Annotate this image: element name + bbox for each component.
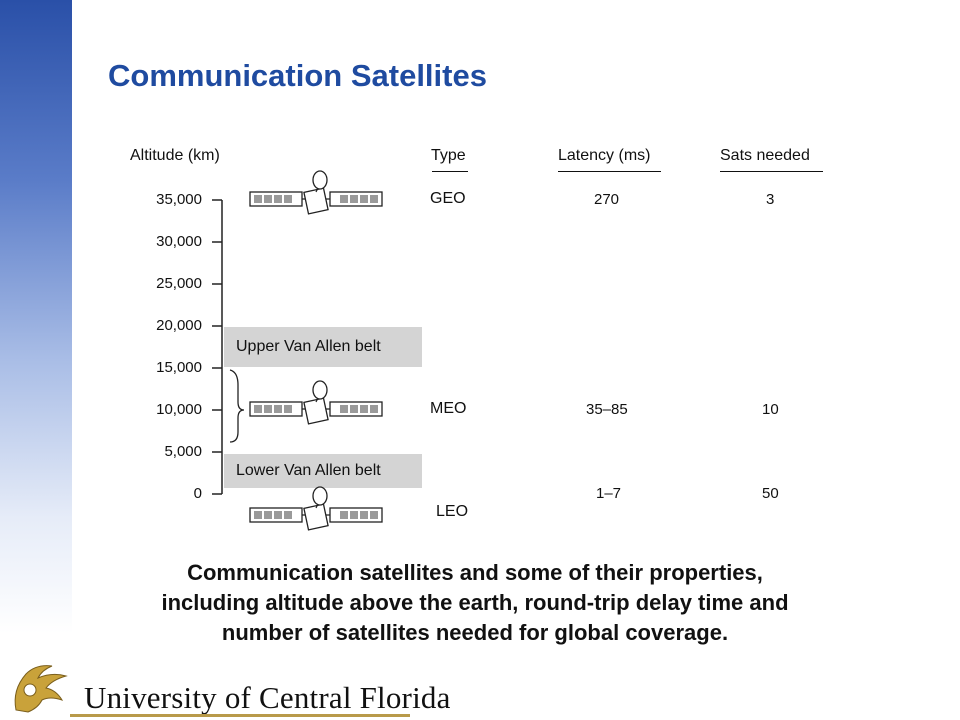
- header-type: Type: [431, 147, 466, 164]
- tick-15000: 15,000: [156, 359, 202, 376]
- row-geo-sats: 3: [766, 191, 775, 208]
- university-logo-text: University of Central Florida: [84, 680, 451, 715]
- logo-underline: [70, 714, 410, 717]
- tick-25000: 25,000: [156, 275, 202, 292]
- upper-van-allen-belt: Upper Van Allen belt: [224, 327, 422, 367]
- tick-10000: 10,000: [156, 401, 202, 418]
- caption-line-2: including altitude above the earth, roun…: [161, 590, 789, 615]
- leo-satellite-icon: [249, 486, 383, 531]
- meo-satellite-icon: [249, 380, 383, 425]
- lower-van-allen-belt: Lower Van Allen belt: [224, 454, 422, 488]
- header-sats-needed: Sats needed: [720, 147, 810, 164]
- tick-20000: 20,000: [156, 317, 202, 334]
- tick-0: 0: [193, 485, 202, 502]
- slide-title: Communication Satellites: [108, 58, 487, 93]
- geo-satellite-icon: [249, 170, 383, 215]
- header-latency-underline: [558, 171, 661, 172]
- slide-sidebar-gradient: [0, 0, 72, 720]
- figure-caption: Communication satellites and some of the…: [60, 558, 890, 648]
- row-meo-sats: 10: [762, 401, 779, 418]
- header-altitude: Altitude (km): [130, 147, 220, 164]
- row-leo-sats: 50: [762, 485, 779, 502]
- row-meo-latency: 35–85: [586, 401, 628, 418]
- row-meo-type: MEO: [430, 400, 467, 417]
- tick-35000: 35,000: [156, 191, 202, 208]
- tick-5000: 5,000: [164, 443, 202, 460]
- row-leo-type: LEO: [436, 503, 469, 520]
- row-geo-latency: 270: [594, 191, 620, 208]
- pegasus-logo-icon: [14, 665, 68, 713]
- caption-line-3: number of satellites needed for global c…: [221, 620, 729, 645]
- header-type-underline: [432, 171, 468, 172]
- row-leo-latency: 1–7: [596, 485, 622, 502]
- row-geo-type: GEO: [430, 190, 466, 207]
- header-latency: Latency (ms): [558, 147, 651, 164]
- caption-line-1: Communication satellites and some of the…: [187, 560, 763, 585]
- tick-30000: 30,000: [156, 233, 202, 250]
- header-sats-underline: [720, 171, 823, 172]
